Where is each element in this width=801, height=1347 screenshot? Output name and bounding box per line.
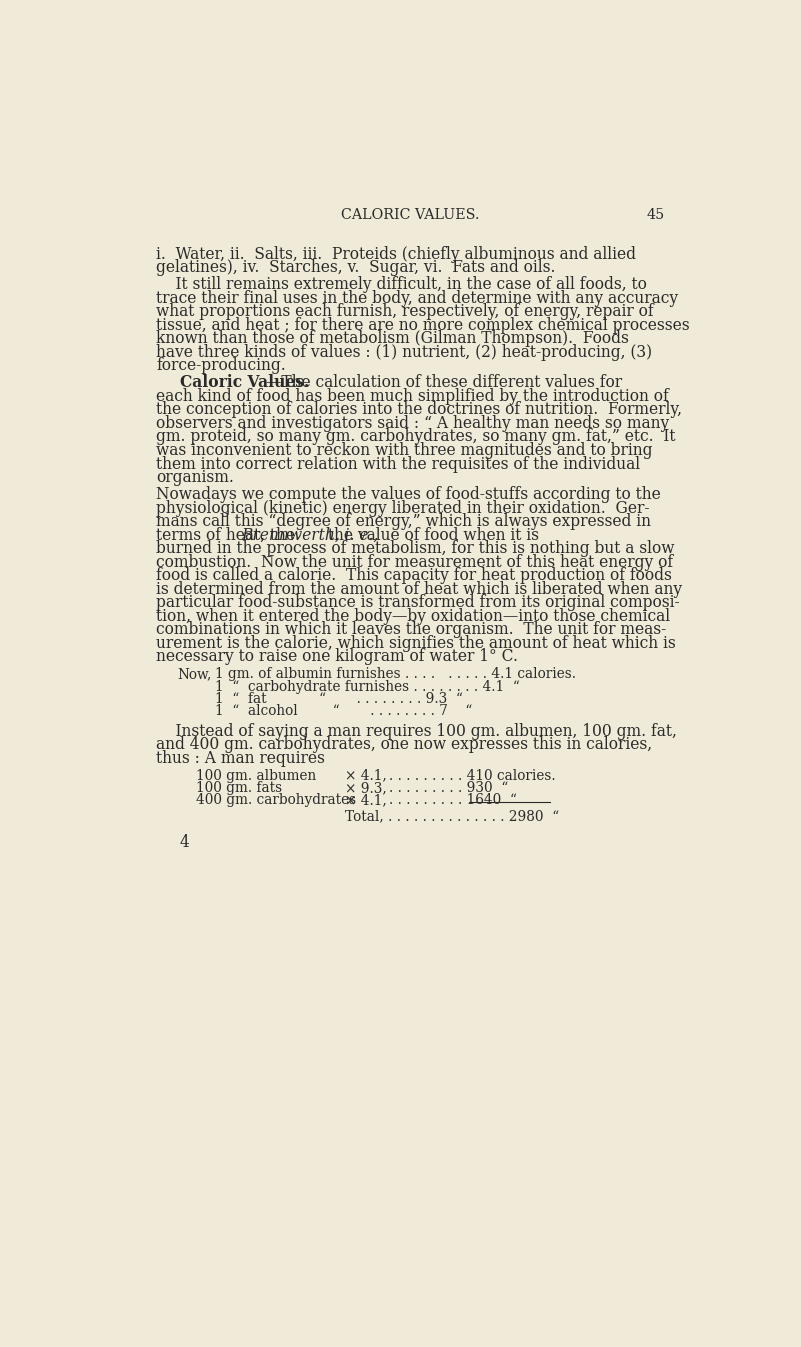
Text: 1  “  carbohydrate furnishes . . . . . . . . 4.1  “: 1 “ carbohydrate furnishes . . . . . . .… <box>215 680 520 694</box>
Text: each kind of food has been much simplified by the introduction of: each kind of food has been much simplifi… <box>156 388 669 405</box>
Text: trace their final uses in the body, and determine with any accuracy: trace their final uses in the body, and … <box>156 290 678 307</box>
Text: 45: 45 <box>646 209 665 222</box>
Text: food is called a calorie.  This capacity for heat production of foods: food is called a calorie. This capacity … <box>156 567 672 585</box>
Text: 100 gm. albumen: 100 gm. albumen <box>196 769 316 783</box>
Text: It still remains extremely difficult, in the case of all foods, to: It still remains extremely difficult, in… <box>156 276 647 294</box>
Text: 1  “  fat            “       . . . . . . . . 9.3  “: 1 “ fat “ . . . . . . . . 9.3 “ <box>215 692 463 706</box>
Text: i.  Water, ii.  Salts, iii.  Proteids (chiefly albuminous and allied: i. Water, ii. Salts, iii. Proteids (chie… <box>156 245 636 263</box>
Text: tissue, and heat ; for there are no more complex chemical processes: tissue, and heat ; for there are no more… <box>156 317 690 334</box>
Text: Now,: Now, <box>178 667 212 682</box>
Text: tion, when it entered the body—by oxidation—into those chemical: tion, when it entered the body—by oxidat… <box>156 607 670 625</box>
Text: terms of heat, the: terms of heat, the <box>156 527 300 544</box>
Text: have three kinds of values : (1) nutrient, (2) heat-producing, (3): have three kinds of values : (1) nutrien… <box>156 343 652 361</box>
Text: × 9.3,: × 9.3, <box>345 781 387 795</box>
Text: thus : A man requires: thus : A man requires <box>156 750 325 766</box>
Text: CALORIC VALUES.: CALORIC VALUES. <box>341 209 480 222</box>
Text: particular food-substance is transformed from its original composi-: particular food-substance is transformed… <box>156 594 679 612</box>
Text: 1 gm. of albumin furnishes . . . .   . . . . . 4.1 calories.: 1 gm. of albumin furnishes . . . . . . .… <box>215 667 576 682</box>
Text: known than those of metabolism (Gilman Thompson).  Foods: known than those of metabolism (Gilman T… <box>156 330 629 348</box>
Text: 1  “  alcohol        “       . . . . . . . . 7    “: 1 “ alcohol “ . . . . . . . . 7 “ <box>215 704 473 718</box>
Text: Total, . . . . . . . . . . . . . . 2980  “: Total, . . . . . . . . . . . . . . 2980 … <box>345 810 559 823</box>
Text: combustion.  Now the unit for measurement of this heat energy of: combustion. Now the unit for measurement… <box>156 554 673 571</box>
Text: combinations in which it leaves the organism.  The unit for meas-: combinations in which it leaves the orga… <box>156 621 666 638</box>
Text: what proportions each furnish, respectively, of energy, repair of: what proportions each furnish, respectiv… <box>156 303 654 321</box>
Text: . . . . . . . . . 930  “: . . . . . . . . . 930 “ <box>388 781 508 795</box>
Text: Nowadays we compute the values of food-stuffs according to the: Nowadays we compute the values of food-s… <box>156 486 661 502</box>
Text: . . . . . . . . . 1640  “: . . . . . . . . . 1640 “ <box>388 793 517 807</box>
Text: urement is the calorie, which signifies the amount of heat which is: urement is the calorie, which signifies … <box>156 634 676 652</box>
Text: observers and investigators said : “ A healthy man needs so many: observers and investigators said : “ A h… <box>156 415 670 432</box>
Text: organism.: organism. <box>156 469 234 486</box>
Text: necessary to raise one kilogram of water 1° C.: necessary to raise one kilogram of water… <box>156 648 518 665</box>
Text: was inconvenient to reckon with three magnitudes and to bring: was inconvenient to reckon with three ma… <box>156 442 653 459</box>
Text: burned in the process of metabolism, for this is nothing but a slow: burned in the process of metabolism, for… <box>156 540 674 558</box>
Text: 100 gm. fats: 100 gm. fats <box>196 781 283 795</box>
Text: —The calculation of these different values for: —The calculation of these different valu… <box>266 374 622 391</box>
Text: × 4.1,: × 4.1, <box>345 793 387 807</box>
Text: Caloric Values.: Caloric Values. <box>179 374 309 391</box>
Text: 400 gm. carbohydrates: 400 gm. carbohydrates <box>196 793 356 807</box>
Text: the value of food when it is: the value of food when it is <box>323 527 538 544</box>
Text: . . . . . . . . . 410 calories.: . . . . . . . . . 410 calories. <box>388 769 555 783</box>
Text: gelatines), iv.  Starches, v.  Sugar, vi.  Fats and oils.: gelatines), iv. Starches, v. Sugar, vi. … <box>156 259 556 276</box>
Text: Instead of saying a man requires 100 gm. albumen, 100 gm. fat,: Instead of saying a man requires 100 gm.… <box>156 723 677 740</box>
Text: gm. proteid, so many gm. carbohydrates, so many gm. fat,” etc.  It: gm. proteid, so many gm. carbohydrates, … <box>156 428 675 446</box>
Text: force-producing.: force-producing. <box>156 357 286 374</box>
Text: them into correct relation with the requisites of the individual: them into correct relation with the requ… <box>156 455 640 473</box>
Text: 4: 4 <box>179 834 189 851</box>
Text: is determined from the amount of heat which is liberated when any: is determined from the amount of heat wh… <box>156 581 682 598</box>
Text: Brennwerth, i. e.,: Brennwerth, i. e., <box>242 527 379 544</box>
Text: physiological (kinetic) energy liberated in their oxidation.  Ger-: physiological (kinetic) energy liberated… <box>156 500 650 516</box>
Text: mans call this “degree of energy,” which is always expressed in: mans call this “degree of energy,” which… <box>156 513 651 531</box>
Text: × 4.1,: × 4.1, <box>345 769 387 783</box>
Text: and 400 gm. carbohydrates, one now expresses this in calories,: and 400 gm. carbohydrates, one now expre… <box>156 737 652 753</box>
Text: the conception of calories into the doctrines of nutrition.  Formerly,: the conception of calories into the doct… <box>156 401 682 419</box>
